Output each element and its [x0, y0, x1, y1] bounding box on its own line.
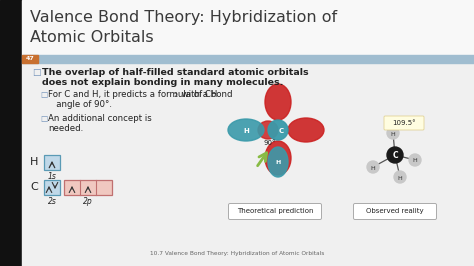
- Ellipse shape: [268, 147, 288, 177]
- Text: □: □: [32, 68, 40, 77]
- Text: H: H: [413, 159, 418, 164]
- Text: 1s: 1s: [47, 172, 56, 181]
- Text: angle of 90°.: angle of 90°.: [48, 100, 112, 109]
- Circle shape: [367, 161, 379, 173]
- Text: Theoretical prediction: Theoretical prediction: [237, 208, 313, 214]
- Ellipse shape: [288, 118, 324, 142]
- Circle shape: [394, 171, 406, 183]
- Text: H: H: [391, 131, 395, 136]
- Text: 2p: 2p: [83, 197, 93, 206]
- Bar: [22, 0, 474, 55]
- Text: needed.: needed.: [48, 124, 83, 133]
- Text: Observed reality: Observed reality: [366, 208, 424, 214]
- Text: 2: 2: [174, 93, 178, 98]
- Text: An additional concept is: An additional concept is: [48, 114, 152, 123]
- Text: Valence Bond Theory: Hybridization of: Valence Bond Theory: Hybridization of: [30, 10, 337, 25]
- Bar: [22, 55, 38, 63]
- Text: C: C: [278, 128, 283, 134]
- Text: Atomic Orbitals: Atomic Orbitals: [30, 30, 154, 45]
- Bar: [44, 155, 60, 170]
- Ellipse shape: [265, 84, 291, 120]
- Bar: [0, 0, 22, 266]
- FancyBboxPatch shape: [228, 203, 321, 219]
- Bar: [64, 180, 112, 195]
- Text: 47: 47: [26, 56, 35, 61]
- Text: with a bond: with a bond: [179, 90, 233, 99]
- Text: 2s: 2s: [47, 197, 56, 206]
- Text: □: □: [40, 114, 47, 123]
- Text: does not explain bonding in many molecules.: does not explain bonding in many molecul…: [42, 78, 283, 87]
- Text: 90°: 90°: [264, 140, 276, 146]
- Text: H: H: [243, 128, 249, 134]
- FancyBboxPatch shape: [354, 203, 437, 219]
- Ellipse shape: [258, 121, 278, 139]
- Text: 10.7 Valence Bond Theory: Hybridization of Atomic Orbitals: 10.7 Valence Bond Theory: Hybridization …: [150, 251, 324, 256]
- Text: H: H: [398, 176, 402, 181]
- Ellipse shape: [268, 120, 288, 140]
- Ellipse shape: [228, 119, 264, 141]
- Circle shape: [387, 127, 399, 139]
- Text: H: H: [371, 165, 375, 171]
- Text: H: H: [30, 157, 38, 167]
- Text: H: H: [275, 160, 281, 164]
- Circle shape: [409, 154, 421, 166]
- Text: □: □: [40, 90, 47, 99]
- Text: 109.5°: 109.5°: [392, 120, 416, 126]
- Text: The overlap of half-filled standard atomic orbitals: The overlap of half-filled standard atom…: [42, 68, 309, 77]
- Text: For C and H, it predicts a formula of CH: For C and H, it predicts a formula of CH: [48, 90, 218, 99]
- Circle shape: [387, 147, 403, 163]
- FancyBboxPatch shape: [384, 116, 424, 130]
- Ellipse shape: [265, 141, 291, 175]
- Text: C: C: [30, 182, 38, 192]
- Bar: [22, 55, 474, 63]
- Bar: [44, 180, 60, 195]
- Text: C: C: [392, 152, 398, 160]
- Bar: [22, 63, 474, 266]
